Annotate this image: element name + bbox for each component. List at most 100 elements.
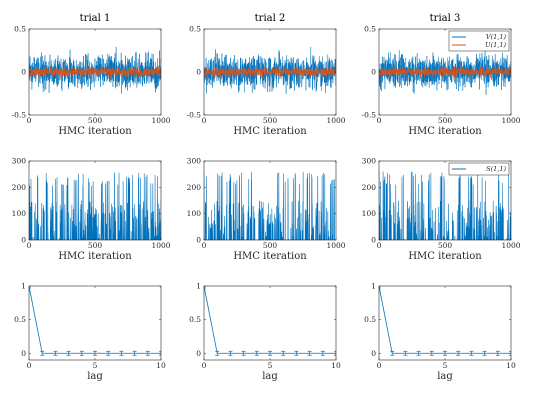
x-tick-label: 0 bbox=[202, 241, 207, 250]
error-bar bbox=[416, 350, 421, 356]
x-tick-label: 0 bbox=[27, 241, 32, 250]
x-tick-label: 1000 bbox=[501, 241, 520, 250]
plot-data bbox=[29, 46, 161, 94]
y-tick-label: 0.5 bbox=[14, 25, 26, 34]
y-tick-label: 0.5 bbox=[364, 315, 376, 324]
x-axis-label: HMC iteration bbox=[58, 251, 132, 262]
y-tick-label: 100 bbox=[12, 209, 27, 218]
x-axis-label: HMC iteration bbox=[408, 251, 482, 262]
error-bar bbox=[132, 350, 137, 356]
error-bar bbox=[482, 350, 487, 356]
series-line bbox=[29, 65, 161, 79]
error-bar bbox=[204, 286, 206, 289]
y-tick-label: 0 bbox=[371, 236, 376, 245]
y-tick-label: 200 bbox=[12, 183, 27, 192]
plot-p23: 0 500 1000 0 100 200 300 HMC iteration S(1,1) bbox=[362, 157, 521, 263]
plot-data bbox=[29, 286, 161, 356]
y-tick-label: 1 bbox=[21, 282, 26, 291]
legend-label: V(1,1) bbox=[486, 33, 507, 41]
x-tick-label: 10 bbox=[506, 361, 516, 370]
error-bar bbox=[443, 350, 447, 356]
axes-box bbox=[378, 285, 512, 361]
series-line bbox=[379, 171, 511, 240]
x-tick-label: 5 bbox=[443, 361, 448, 370]
error-bar bbox=[29, 286, 31, 289]
series-line bbox=[29, 172, 161, 240]
x-tick-label: 500 bbox=[88, 241, 103, 250]
x-tick-label: 0 bbox=[202, 361, 207, 370]
x-tick-label: 0 bbox=[202, 116, 207, 125]
y-tick-label: 0.5 bbox=[14, 315, 26, 324]
y-tick-label: -0.5 bbox=[12, 111, 27, 120]
axes-box bbox=[203, 285, 337, 361]
x-tick-label: 0 bbox=[377, 241, 382, 250]
plot-data bbox=[379, 49, 511, 95]
error-bar bbox=[469, 350, 474, 356]
error-bar bbox=[379, 286, 381, 289]
error-bar bbox=[228, 350, 233, 356]
plot-data bbox=[204, 286, 336, 356]
acf-line bbox=[204, 286, 336, 354]
acf-line bbox=[29, 286, 161, 354]
error-bar bbox=[119, 350, 124, 356]
plot-p32: 0 5 10 0 0.5 1 lag bbox=[189, 282, 341, 383]
x-tick-label: 5 bbox=[268, 361, 273, 370]
legend-box bbox=[448, 162, 510, 176]
error-bar bbox=[106, 350, 111, 356]
plot-p31: 0 5 10 0 0.5 1 lag bbox=[14, 282, 166, 383]
y-tick-label: 0.5 bbox=[189, 315, 201, 324]
y-tick-label: 0 bbox=[21, 236, 26, 245]
legend-box bbox=[448, 30, 510, 52]
x-axis-label: HMC iteration bbox=[233, 251, 307, 262]
x-axis-label: lag bbox=[437, 371, 453, 382]
y-tick-label: 200 bbox=[362, 183, 377, 192]
error-bar bbox=[215, 350, 220, 356]
plot-data bbox=[204, 46, 336, 95]
plot-title: trial 1 bbox=[80, 13, 111, 24]
y-tick-label: 0.5 bbox=[364, 25, 376, 34]
y-tick-label: 0 bbox=[21, 68, 26, 77]
plot-p33: 0 5 10 0 0.5 1 lag bbox=[364, 282, 516, 383]
y-tick-label: 100 bbox=[362, 209, 377, 218]
legend: S(1,1) bbox=[448, 162, 510, 176]
error-bar bbox=[40, 350, 45, 356]
error-bar bbox=[66, 350, 71, 356]
plot-data bbox=[204, 171, 336, 240]
error-bar bbox=[294, 350, 299, 356]
y-tick-label: 0.5 bbox=[189, 25, 201, 34]
y-tick-label: 1 bbox=[371, 282, 376, 291]
x-tick-label: 0 bbox=[27, 361, 32, 370]
acf-line bbox=[379, 286, 511, 354]
error-bar bbox=[509, 350, 511, 356]
error-bar bbox=[429, 350, 434, 356]
error-bar bbox=[159, 350, 161, 356]
error-bar bbox=[145, 350, 150, 356]
series-line bbox=[204, 171, 336, 240]
y-tick-label: 200 bbox=[187, 183, 202, 192]
y-tick-label: 300 bbox=[12, 157, 27, 166]
error-bar bbox=[53, 350, 58, 356]
x-tick-label: 10 bbox=[331, 361, 341, 370]
x-tick-label: 1000 bbox=[326, 116, 345, 125]
y-tick-label: 100 bbox=[187, 209, 202, 218]
error-bar bbox=[320, 350, 325, 356]
error-bar bbox=[79, 350, 84, 356]
plot-title: trial 3 bbox=[430, 13, 461, 24]
error-bar bbox=[456, 350, 461, 356]
x-tick-label: 500 bbox=[438, 116, 453, 125]
x-tick-label: 1000 bbox=[151, 241, 170, 250]
error-bar bbox=[281, 350, 286, 356]
x-tick-label: 0 bbox=[377, 361, 382, 370]
y-tick-label: 0 bbox=[196, 349, 201, 358]
y-tick-label: 300 bbox=[362, 157, 377, 166]
plot-data bbox=[379, 286, 511, 356]
error-bar bbox=[268, 350, 272, 356]
legend: V(1,1)U(1,1) bbox=[448, 30, 510, 52]
legend-label: U(1,1) bbox=[485, 41, 506, 49]
x-tick-label: 1000 bbox=[501, 116, 520, 125]
series-line bbox=[204, 66, 336, 79]
x-tick-label: 1000 bbox=[326, 241, 345, 250]
error-bar bbox=[334, 350, 336, 356]
x-axis-label: lag bbox=[262, 371, 278, 382]
